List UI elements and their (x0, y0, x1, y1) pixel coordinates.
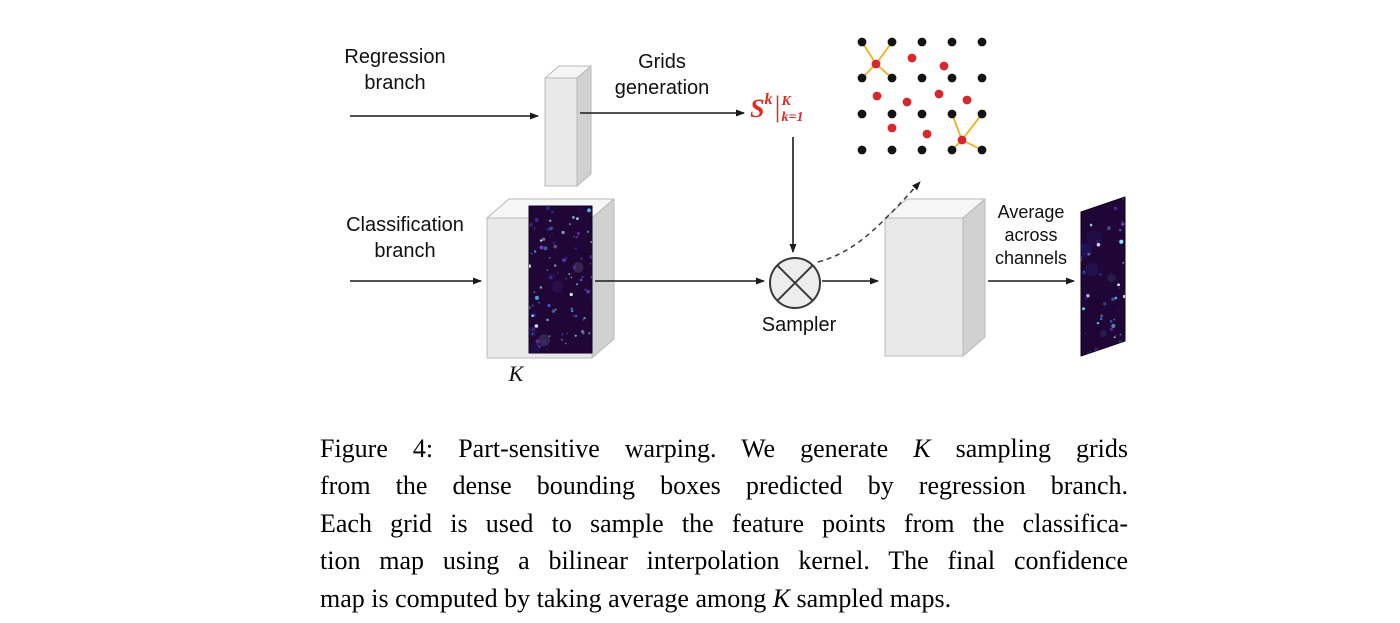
caption-line: map is computed by taking average among … (320, 583, 952, 613)
sampler-icon (769, 257, 821, 309)
classification-branch-label: Classification branch (346, 214, 464, 262)
sampling-grid-dots (857, 37, 987, 155)
formula-base: S (750, 94, 765, 123)
regression-output-slab (544, 65, 592, 187)
formula-bar: | (774, 90, 781, 123)
flow-arrows (350, 109, 1075, 285)
regression-branch-label: Regression branch (344, 46, 446, 94)
formula-lower-limit: k=1 (781, 110, 804, 126)
average-across-channels-label: Average across channels (994, 202, 1068, 269)
caption-line: Each grid is used to sample the feature … (320, 508, 1128, 538)
caption-line: from the dense bounding boxes predicted … (320, 471, 1128, 501)
classification-feature-map (528, 205, 593, 354)
formula-superscript: k (764, 91, 773, 108)
output-feature-map (1080, 196, 1126, 357)
diagram-canvas (350, 37, 1126, 359)
sampler-to-grid-dashed-arrow (817, 181, 921, 263)
formula-upper-limit: K (781, 94, 791, 109)
caption-line: tion map using a bilinear interpolation … (320, 546, 1128, 576)
grids-generation-label: Grids generation (614, 51, 710, 99)
k-channels-label: K (508, 361, 524, 386)
caption-line: Figure 4: Part-sensitive warping. We gen… (320, 434, 1128, 463)
sampler-label: Sampler (761, 314, 837, 336)
figure-caption: Figure 4: Part-sensitive warping. We gen… (320, 430, 1128, 617)
sampled-feature-box (884, 198, 986, 357)
